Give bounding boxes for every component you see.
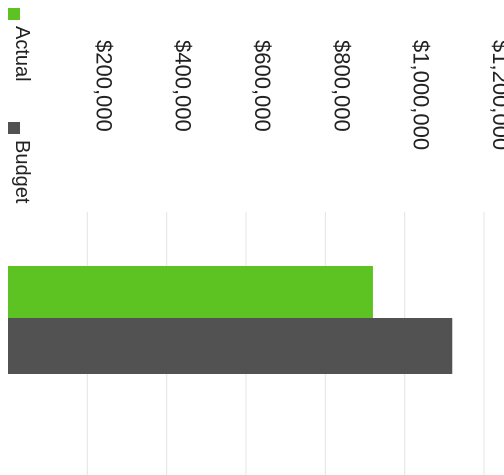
tick-label: $1,000,000 bbox=[409, 40, 434, 150]
legend-label: Actual bbox=[11, 26, 33, 82]
legend-item-actual: Actual bbox=[8, 8, 33, 82]
legend-item-budget: Budget bbox=[8, 122, 33, 204]
bar-actual bbox=[8, 266, 373, 322]
tick-labels: $200,000 $400,000 $600,000 $800,000 $1,000,0… bbox=[91, 40, 504, 150]
bars bbox=[8, 266, 452, 374]
legend-label: Budget bbox=[11, 140, 33, 204]
tick-label: $200,000 bbox=[91, 40, 116, 132]
tick-label: $600,000 bbox=[250, 40, 275, 132]
tick-label: $400,000 bbox=[171, 40, 196, 132]
bar-budget bbox=[8, 318, 452, 374]
tick-label: $1,200,000 bbox=[488, 40, 504, 150]
legend-swatch bbox=[8, 8, 20, 20]
legend: Actual Budget bbox=[8, 8, 33, 204]
legend-swatch bbox=[8, 122, 20, 134]
tick-label: $800,000 bbox=[329, 40, 354, 132]
